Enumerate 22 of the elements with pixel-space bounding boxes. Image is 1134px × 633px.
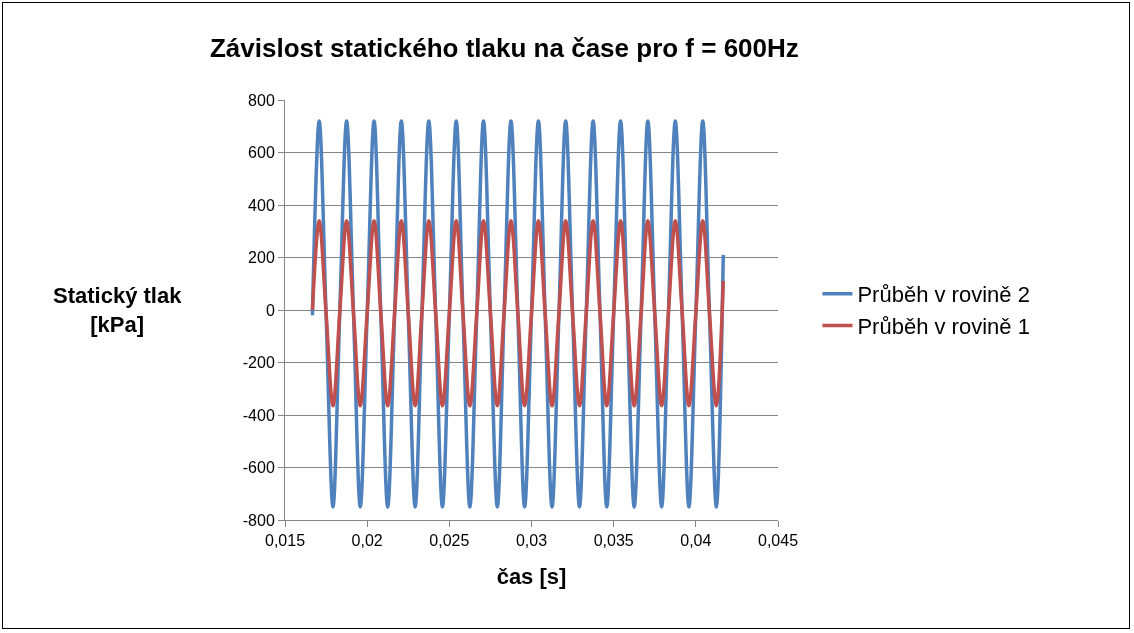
x-axis-title: čas [s] [496, 564, 567, 590]
y-tick-label: 400 [248, 196, 275, 214]
x-tick-label: 0,015 [264, 532, 306, 550]
y-tick-label: -200 [242, 354, 275, 372]
x-tick-label: 0,04 [680, 532, 712, 550]
y-tick-label: 0 [265, 301, 275, 319]
x-tick-label: 0,035 [593, 532, 634, 550]
legend-label: Průběh v rovině 1 [857, 313, 1030, 339]
legend-label: Průběh v rovině 2 [857, 282, 1030, 308]
chart-title: Závislost statického tlaku na čase pro f = 600Hz [209, 32, 799, 63]
y-tick-label: 800 [248, 91, 275, 109]
y-tick-label: 600 [248, 144, 275, 162]
x-tick-label: 0,025 [429, 532, 470, 550]
y-tick-label: 200 [248, 249, 275, 267]
line-series [310, 219, 726, 408]
y-tick-label: -600 [242, 459, 275, 477]
x-tick-label: 0,03 [515, 532, 548, 550]
y-axis-title: Statický tlak [kPa] [53, 283, 183, 337]
y-tick-label: -800 [242, 511, 275, 529]
x-tick-label: 0,02 [351, 532, 383, 550]
y-tick-label: -400 [242, 406, 275, 424]
x-tick-label: 0,045 [757, 532, 799, 550]
